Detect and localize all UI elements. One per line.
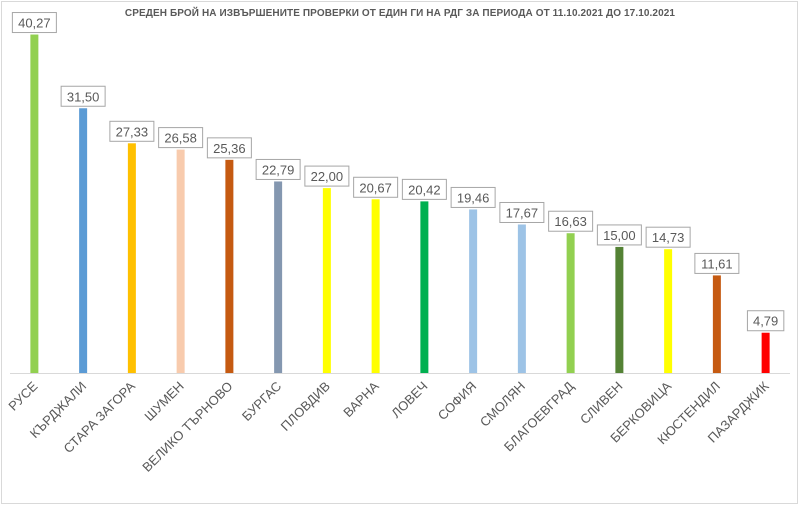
data-label-7: 22,00 (311, 169, 344, 184)
data-label-13: 15,00 (603, 228, 636, 243)
data-label-box-2 (60, 85, 106, 107)
data-label-6: 22,79 (262, 162, 295, 177)
category-label-5: ВЕЛИКО ТЪРНОВО (139, 379, 235, 475)
data-label-4: 26,58 (164, 131, 197, 146)
category-label-10: СОФИЯ (435, 379, 479, 423)
data-label-8: 20,67 (359, 180, 392, 195)
category-label-6: БУРГАС (239, 379, 284, 424)
data-label-box-9 (401, 178, 447, 200)
data-label-1: 40,27 (18, 16, 51, 31)
bar-6 (274, 181, 283, 373)
bar-5 (225, 159, 234, 373)
bar-12 (566, 233, 575, 373)
data-label-box-15 (694, 252, 740, 274)
category-label-1: РУСЕ (5, 378, 40, 413)
bar-1 (30, 34, 39, 374)
bar-11 (517, 224, 526, 373)
data-label-box-6 (255, 158, 301, 180)
data-label-box-3 (109, 120, 155, 142)
category-label-11: СМОЛЯН (477, 379, 528, 430)
data-label-15: 11,61 (701, 256, 733, 271)
bar-4 (176, 149, 185, 373)
data-label-box-1 (11, 12, 57, 34)
data-label-14: 14,73 (652, 230, 685, 245)
category-label-13: СЛИВЕН (577, 379, 625, 427)
data-label-box-8 (353, 176, 399, 198)
category-label-4: ШУМЕН (141, 379, 186, 424)
data-label-box-11 (499, 201, 545, 223)
data-label-3: 27,33 (116, 124, 149, 139)
data-label-2: 31,50 (67, 89, 100, 104)
bar-8 (371, 199, 380, 373)
bar-13 (615, 246, 624, 373)
data-label-10: 19,46 (457, 190, 490, 205)
bar-7 (322, 188, 331, 373)
bar-15 (712, 275, 721, 373)
bar-16 (761, 332, 770, 373)
category-label-7: ПЛОВДИВ (278, 379, 333, 434)
data-label-box-13 (596, 224, 642, 246)
data-label-5: 25,36 (213, 141, 246, 156)
bar-14 (664, 249, 673, 373)
data-label-12: 16,63 (554, 214, 587, 229)
data-label-box-16 (746, 310, 785, 332)
bar-10 (469, 209, 478, 373)
chart-title: СРЕДЕН БРОЙ НА ИЗВЪРШЕНИТЕ ПРОВЕРКИ ОТ Е… (124, 8, 676, 19)
data-label-box-14 (645, 226, 691, 248)
bar-9 (420, 201, 429, 373)
data-label-9: 20,42 (408, 182, 441, 197)
category-label-9: ЛОВЕЧ (388, 379, 430, 421)
data-label-box-12 (548, 210, 594, 232)
data-label-box-7 (304, 165, 350, 187)
bar-2 (79, 108, 88, 373)
bar-3 (127, 143, 136, 373)
data-label-box-4 (158, 127, 204, 149)
data-label-11: 17,67 (506, 205, 539, 220)
data-label-box-5 (206, 137, 252, 159)
data-label-box-10 (450, 186, 496, 208)
data-label-16: 4,79 (753, 314, 778, 329)
category-label-8: ВАРНА (340, 378, 382, 420)
